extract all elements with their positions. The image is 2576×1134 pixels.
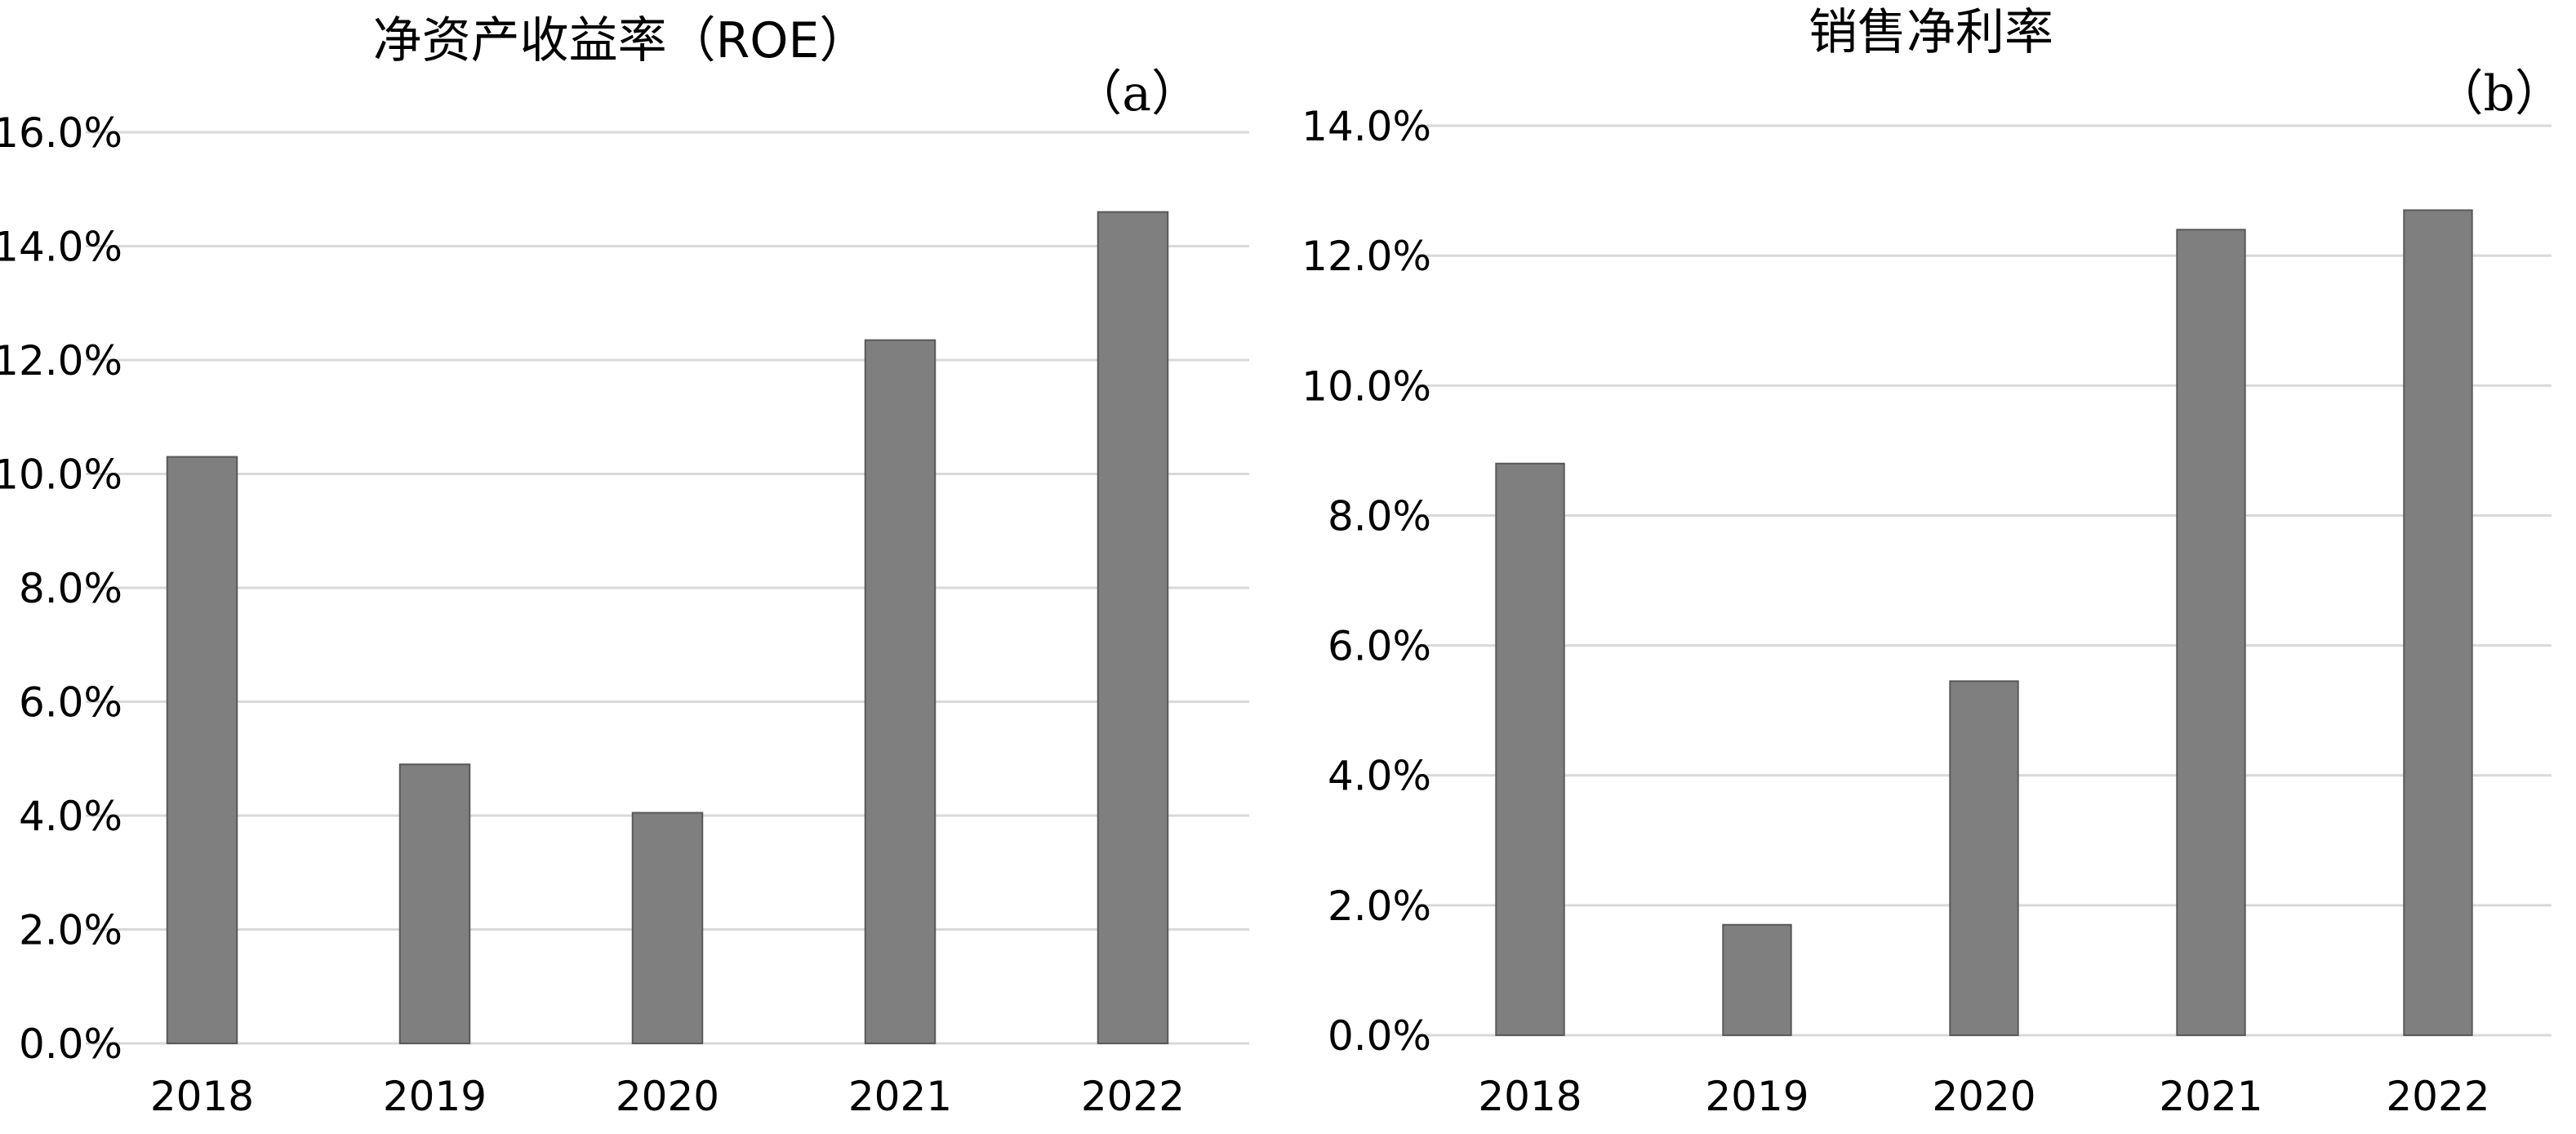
y-tick-label: 10.0%	[0, 451, 122, 499]
y-tick-label: 12.0%	[0, 337, 122, 385]
y-tick-label: 16.0%	[0, 109, 122, 157]
x-tick-label: 2021	[2159, 1073, 2262, 1120]
y-tick-label: 2.0%	[1328, 883, 1431, 930]
bar-2022	[1097, 211, 1169, 1044]
net-profit-margin-chart: 销售净利率 （b） 0.0% 2.0% 4.0% 6.0% 8.0% 10.0% 12.0%…	[1301, 4, 2564, 1120]
x-tick-label: 2022	[2386, 1073, 2489, 1120]
y-tick-label: 14.0%	[1301, 103, 1431, 150]
y-tick-label: 8.0%	[19, 565, 122, 612]
y-tick-label: 2.0%	[19, 907, 122, 954]
y-tick-label: 12.0%	[1301, 233, 1431, 280]
bar-2020	[1949, 680, 2019, 1036]
bar-2020	[631, 812, 704, 1044]
chart-title: 销售净利率	[1809, 4, 2053, 61]
bar-2019	[398, 763, 471, 1044]
y-tick-label: 0.0%	[19, 1021, 122, 1068]
roe-chart-panel: 净资产收益率（ROE） （a） 0.0% 2.0% 4.0% 6.0% 8.0% 10.0…	[0, 0, 1270, 1134]
x-tick-label: 2021	[848, 1073, 952, 1120]
y-tick-label: 4.0%	[19, 793, 122, 840]
bar-2019	[1722, 923, 1792, 1036]
y-tick-label: 14.0%	[0, 224, 122, 271]
panel-label: （a）	[1073, 65, 1200, 122]
x-tick-label: 2019	[383, 1073, 487, 1120]
bar-2021	[2176, 229, 2246, 1037]
y-tick-label: 6.0%	[1328, 623, 1431, 670]
y-tick-label: 10.0%	[1301, 362, 1431, 410]
bar-2018	[1495, 462, 1565, 1036]
bar-2018	[166, 456, 238, 1044]
x-tick-label: 2018	[150, 1073, 254, 1120]
x-tick-label: 2018	[1478, 1073, 1582, 1120]
net-profit-margin-chart-panel: 销售净利率 （b） 0.0% 2.0% 4.0% 6.0% 8.0% 10.0% 12.0%…	[1286, 0, 2576, 1134]
chart-title: 净资产收益率（ROE）	[373, 12, 869, 69]
y-tick-label: 0.0%	[1328, 1012, 1431, 1060]
x-tick-label: 2020	[1932, 1073, 2035, 1120]
panel-label: （b）	[2435, 65, 2564, 122]
y-tick-label: 4.0%	[1328, 753, 1431, 800]
bar-2021	[864, 339, 937, 1044]
y-tick-label: 8.0%	[1328, 492, 1431, 540]
y-tick-label: 6.0%	[19, 679, 122, 727]
x-tick-label: 2022	[1081, 1073, 1185, 1120]
bar-2022	[2403, 209, 2473, 1036]
x-tick-label: 2019	[1705, 1073, 1809, 1120]
x-tick-label: 2020	[616, 1073, 719, 1120]
roe-chart: 净资产收益率（ROE） （a） 0.0% 2.0% 4.0% 6.0% 8.0% 10.0…	[0, 12, 1249, 1120]
